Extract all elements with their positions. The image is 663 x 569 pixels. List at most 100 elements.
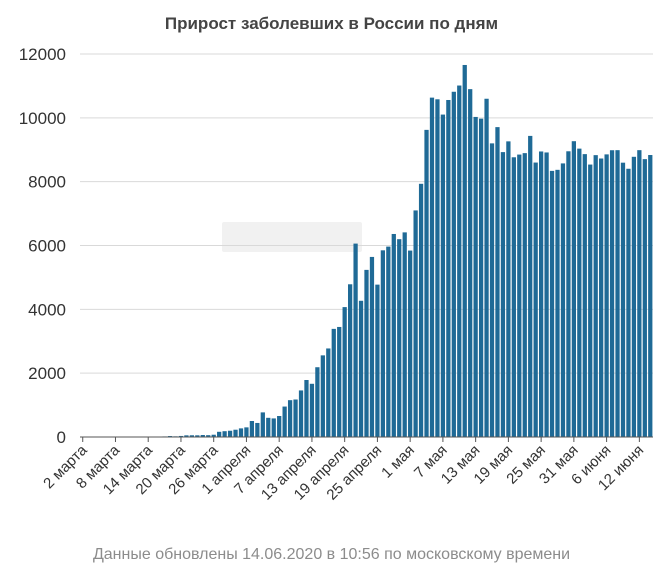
bar — [397, 239, 402, 437]
bar — [533, 162, 538, 438]
bar — [446, 99, 451, 438]
bar — [528, 135, 533, 437]
y-tick-label: 6000 — [28, 237, 66, 256]
bar — [593, 155, 598, 437]
bar — [227, 430, 233, 437]
watermark-logo — [222, 222, 362, 252]
bar — [462, 64, 467, 437]
bar — [353, 243, 358, 437]
bar — [506, 141, 511, 438]
bar — [260, 412, 265, 437]
bar — [517, 154, 522, 437]
bar — [429, 97, 435, 437]
watermark — [222, 222, 362, 252]
bar — [282, 406, 287, 437]
bar — [315, 367, 320, 437]
bar — [631, 156, 637, 438]
bar — [293, 399, 298, 437]
bar — [249, 421, 255, 437]
update-footnote: Данные обновлены 14.06.2020 в 10:56 по м… — [92, 546, 571, 563]
bar — [473, 116, 478, 437]
bar — [238, 428, 244, 437]
y-tick-label: 0 — [57, 428, 66, 447]
bar — [369, 256, 375, 437]
bar — [588, 164, 593, 437]
bar — [304, 380, 309, 437]
bar — [620, 162, 626, 437]
bar — [468, 89, 473, 437]
bar — [200, 435, 205, 437]
bar — [435, 99, 440, 437]
bar — [555, 169, 560, 437]
bar — [424, 129, 429, 437]
chart-title: Прирост заболевших в России по дням — [164, 14, 499, 33]
y-tick-label: 10000 — [19, 109, 66, 128]
bar — [626, 168, 631, 437]
bar — [582, 154, 587, 437]
bar — [560, 163, 566, 437]
bar — [544, 152, 549, 437]
bar — [380, 250, 385, 437]
bar — [189, 435, 194, 437]
bar — [484, 98, 489, 437]
bar — [637, 150, 642, 437]
bar — [348, 284, 353, 437]
bar — [451, 91, 456, 437]
bar — [648, 155, 653, 437]
bar — [233, 429, 238, 437]
x-tick-label: 1 мая — [378, 442, 418, 482]
bar — [391, 233, 396, 437]
bar — [364, 269, 369, 437]
bar — [287, 400, 293, 437]
bar — [211, 434, 216, 437]
bar — [577, 148, 582, 437]
bar — [539, 151, 544, 437]
bar — [358, 300, 364, 437]
bar — [337, 326, 342, 437]
bar — [184, 435, 189, 437]
bar — [309, 383, 315, 437]
bar — [195, 435, 200, 437]
bar — [206, 435, 211, 437]
bar — [266, 417, 271, 437]
bar — [413, 210, 418, 437]
bar — [271, 418, 276, 437]
bar — [511, 157, 516, 437]
bar — [566, 151, 571, 437]
y-tick-label: 4000 — [28, 300, 66, 319]
bar — [440, 114, 446, 437]
bar — [244, 427, 249, 437]
bar — [457, 85, 462, 437]
y-axis-ticks: 0 2000 4000 6000 8000 10000 12000 — [19, 45, 66, 447]
bar — [375, 284, 380, 437]
bar — [571, 141, 576, 437]
bar — [500, 152, 506, 438]
bar — [331, 328, 336, 437]
bar — [604, 154, 609, 437]
bar — [342, 307, 347, 437]
bar — [495, 127, 500, 438]
bar — [178, 435, 184, 437]
bar — [320, 355, 325, 437]
bar — [549, 170, 555, 437]
bar — [277, 416, 282, 437]
bar — [255, 422, 260, 437]
bar — [386, 246, 391, 437]
bars — [80, 64, 653, 438]
bar — [642, 159, 647, 437]
y-tick-label: 8000 — [28, 173, 66, 192]
y-tick-label: 12000 — [19, 45, 66, 64]
bar — [489, 143, 495, 437]
bar — [222, 431, 227, 437]
bar — [418, 183, 424, 437]
bar — [599, 158, 604, 437]
bar — [609, 150, 615, 438]
bar — [615, 150, 620, 437]
bar — [298, 390, 304, 437]
bar — [402, 232, 407, 437]
bar — [326, 348, 331, 437]
bar — [217, 431, 222, 437]
y-tick-label: 2000 — [28, 364, 66, 383]
